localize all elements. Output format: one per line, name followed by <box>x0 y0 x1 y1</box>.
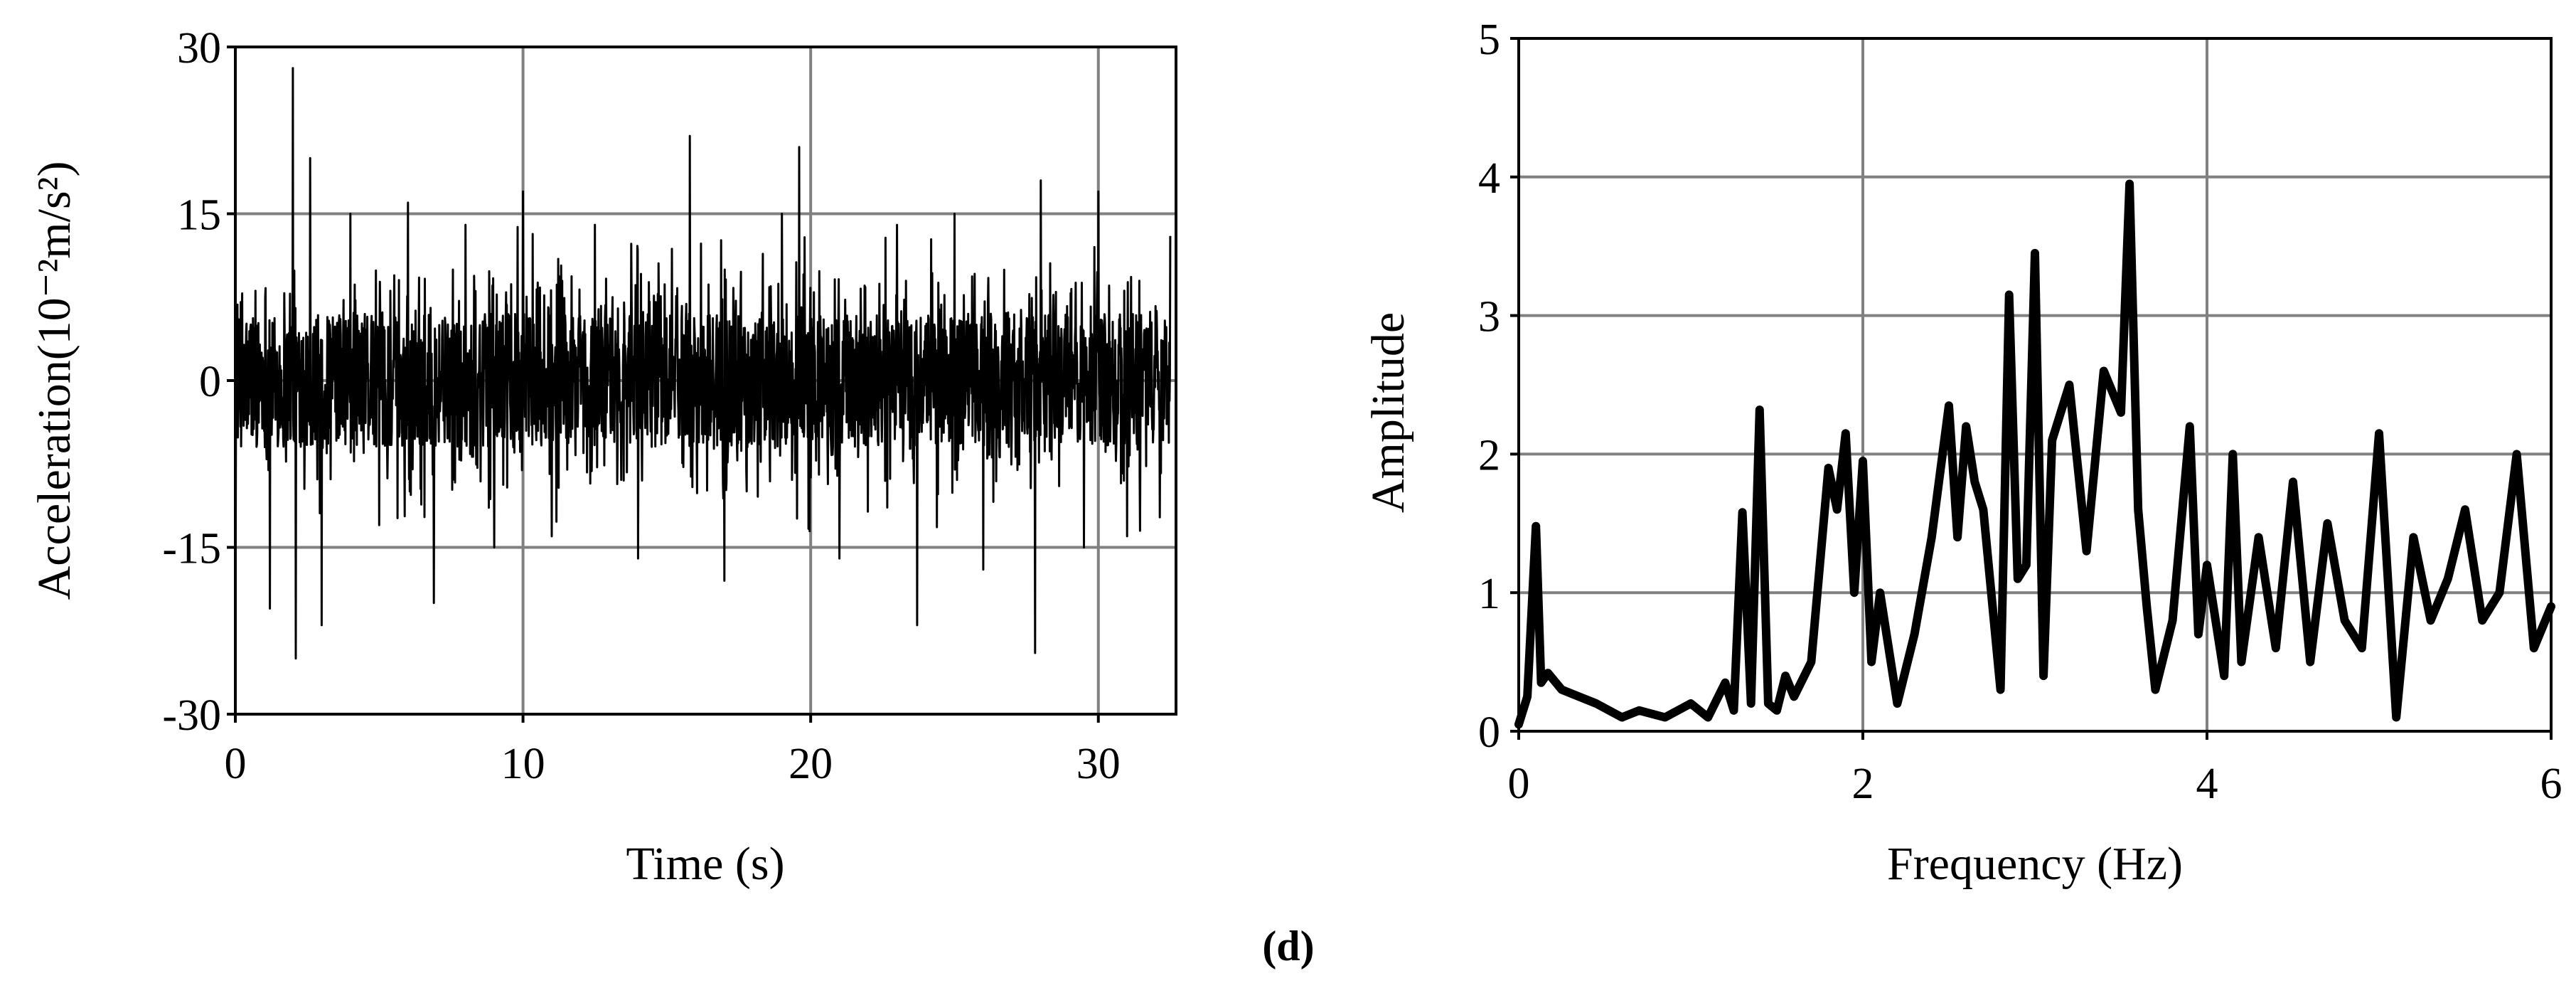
tick-marks <box>1510 37 2553 740</box>
y-tick-label: 5 <box>1478 16 1500 64</box>
y-tick-label: 30 <box>177 24 221 73</box>
y-tick-labels: -30 -15 0 15 30 <box>162 24 221 740</box>
x-tick-label: 2 <box>1852 760 1874 808</box>
x-axis-title: Frequency (Hz) <box>1887 838 2183 890</box>
y-tick-label: 15 <box>177 191 221 240</box>
y-tick-label: 0 <box>199 358 221 406</box>
amplitude-series-line <box>1514 179 2555 729</box>
x-tick-label: 30 <box>1076 740 1121 788</box>
y-tick-label: 4 <box>1478 154 1500 203</box>
y-tick-label: 1 <box>1478 570 1500 618</box>
x-tick-labels: 0 2 4 6 <box>1508 760 2562 808</box>
x-tick-label: 0 <box>225 740 247 788</box>
figure-caption: (d) <box>1262 923 1314 970</box>
y-tick-label: 3 <box>1478 293 1500 341</box>
x-tick-label: 20 <box>789 740 833 788</box>
acceleration-series-line <box>234 67 1172 660</box>
x-tick-labels: 0 10 20 30 <box>225 740 1121 788</box>
x-tick-label: 0 <box>1508 760 1530 808</box>
y-tick-label: -15 <box>162 525 221 573</box>
x-tick-label: 4 <box>2196 760 2218 808</box>
plot-frame <box>1517 37 2553 733</box>
y-axis-title: Amplitude <box>1362 312 1414 513</box>
x-axis-title: Time (s) <box>626 838 784 890</box>
x-tick-label: 6 <box>2540 760 2562 808</box>
acceleration-time-chart: 0 10 20 30 -30 -15 0 15 30 Time (s) Acceleratio… <box>28 24 1177 890</box>
x-tick-label: 10 <box>501 740 545 788</box>
tick-marks <box>227 46 1100 723</box>
y-tick-label: 2 <box>1478 431 1500 479</box>
y-axis-title: Acceleration(10⁻²m/s²) <box>28 161 80 600</box>
amplitude-frequency-chart: 0 2 4 6 0 1 2 3 4 5 Frequency (Hz) Amplitude <box>1362 16 2562 890</box>
y-tick-labels: 0 1 2 3 4 5 <box>1478 16 1500 757</box>
y-tick-label: 0 <box>1478 708 1500 757</box>
y-tick-label: -30 <box>162 691 221 740</box>
